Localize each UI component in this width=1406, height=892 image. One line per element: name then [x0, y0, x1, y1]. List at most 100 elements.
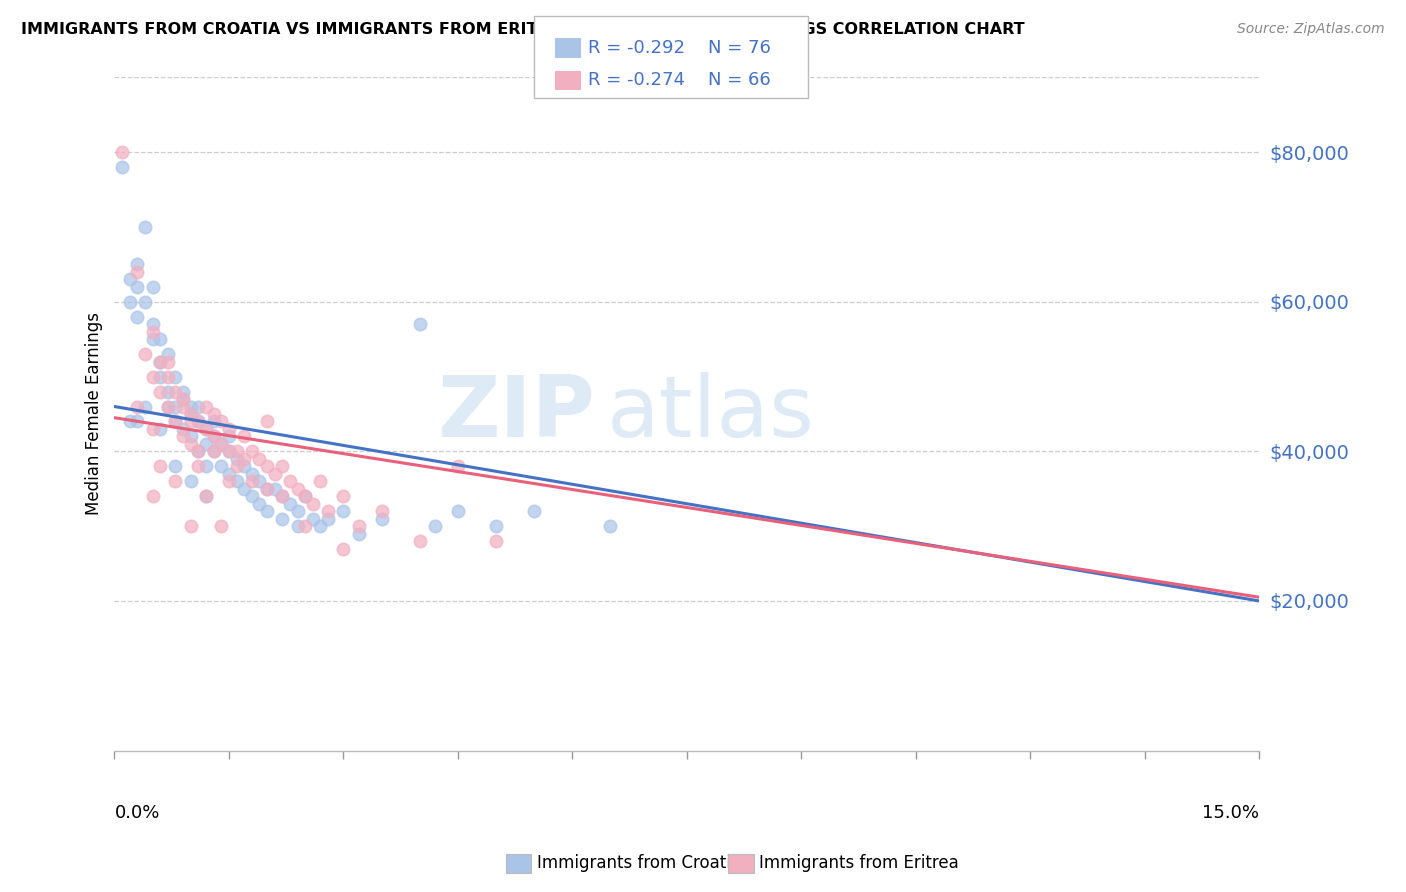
Point	[142, 332, 165, 346]
Point	[172, 384, 194, 399]
Point	[149, 354, 172, 368]
Point	[409, 317, 432, 331]
Point	[118, 414, 141, 428]
Point	[447, 459, 470, 474]
Point	[195, 422, 218, 436]
Point	[165, 384, 187, 399]
Point	[263, 467, 285, 481]
Point	[180, 407, 202, 421]
Point	[347, 519, 370, 533]
Point	[202, 444, 225, 458]
Point	[225, 459, 247, 474]
Point	[172, 429, 194, 443]
Point	[447, 504, 470, 518]
Point	[233, 451, 256, 466]
Point	[309, 475, 332, 489]
Point	[165, 414, 187, 428]
Point	[149, 332, 172, 346]
Point	[316, 504, 339, 518]
Point	[118, 294, 141, 309]
Point	[294, 489, 316, 503]
Point	[180, 475, 202, 489]
Point	[127, 265, 149, 279]
Point	[218, 444, 240, 458]
Point	[370, 504, 392, 518]
Point	[599, 519, 621, 533]
Point	[202, 429, 225, 443]
Point	[127, 400, 149, 414]
Point	[271, 489, 294, 503]
Point	[149, 354, 172, 368]
Point	[233, 459, 256, 474]
Point	[172, 422, 194, 436]
Point	[142, 280, 165, 294]
Point	[240, 489, 263, 503]
Point	[149, 384, 172, 399]
Point	[172, 392, 194, 406]
Point	[287, 519, 309, 533]
Point	[271, 489, 294, 503]
Text: Source: ZipAtlas.com: Source: ZipAtlas.com	[1237, 22, 1385, 37]
Point	[209, 414, 232, 428]
Point	[225, 451, 247, 466]
Point	[218, 444, 240, 458]
Text: 15.0%: 15.0%	[1202, 805, 1260, 822]
Point	[209, 437, 232, 451]
Point	[142, 369, 165, 384]
Point	[302, 511, 325, 525]
Point	[195, 489, 218, 503]
Point	[218, 422, 240, 436]
Point	[218, 475, 240, 489]
Point	[187, 444, 209, 458]
Point	[142, 325, 165, 339]
Point	[165, 475, 187, 489]
Point	[165, 414, 187, 428]
Point	[180, 437, 202, 451]
Point	[180, 519, 202, 533]
Point	[240, 444, 263, 458]
Point	[256, 482, 278, 496]
Point	[485, 534, 508, 549]
Text: atlas: atlas	[606, 373, 814, 456]
Point	[156, 347, 179, 361]
Point	[118, 272, 141, 286]
Point	[202, 444, 225, 458]
Point	[409, 534, 432, 549]
Point	[195, 437, 218, 451]
Point	[332, 541, 354, 556]
Point	[127, 280, 149, 294]
Point	[271, 511, 294, 525]
Point	[134, 400, 156, 414]
Point	[233, 482, 256, 496]
Point	[233, 429, 256, 443]
Point	[202, 429, 225, 443]
Point	[165, 400, 187, 414]
Point	[195, 489, 218, 503]
Text: ZIP: ZIP	[437, 373, 595, 456]
Point	[218, 429, 240, 443]
Point	[316, 511, 339, 525]
Point	[249, 497, 271, 511]
Text: Immigrants from Eritrea: Immigrants from Eritrea	[759, 855, 959, 872]
Point	[240, 475, 263, 489]
Point	[134, 220, 156, 235]
Point	[523, 504, 546, 518]
Point	[263, 482, 285, 496]
Point	[332, 504, 354, 518]
Point	[149, 369, 172, 384]
Point	[202, 407, 225, 421]
Point	[256, 482, 278, 496]
Point	[249, 475, 271, 489]
Y-axis label: Median Female Earnings: Median Female Earnings	[86, 312, 103, 516]
Point	[240, 467, 263, 481]
Point	[256, 414, 278, 428]
Point	[111, 145, 134, 160]
Point	[127, 310, 149, 324]
Point	[209, 437, 232, 451]
Point	[142, 422, 165, 436]
Point	[180, 400, 202, 414]
Point	[347, 526, 370, 541]
Point	[278, 475, 301, 489]
Point	[149, 459, 172, 474]
Text: IMMIGRANTS FROM CROATIA VS IMMIGRANTS FROM ERITREA MEDIAN FEMALE EARNINGS CORREL: IMMIGRANTS FROM CROATIA VS IMMIGRANTS FR…	[21, 22, 1025, 37]
